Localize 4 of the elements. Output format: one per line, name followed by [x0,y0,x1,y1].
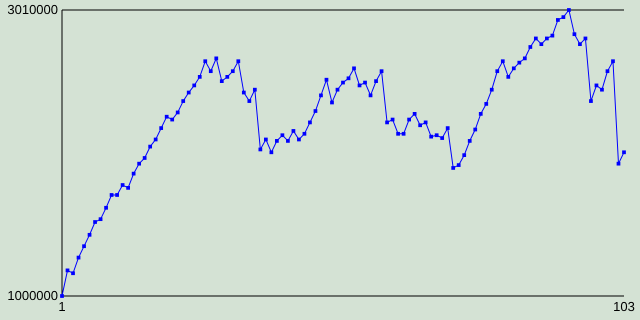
x-tick-label: 103 [613,299,635,314]
y-tick-label: 1000000 [7,288,58,304]
x-tick-label: 1 [58,299,66,314]
y-tick-label: 3010000 [7,2,58,18]
